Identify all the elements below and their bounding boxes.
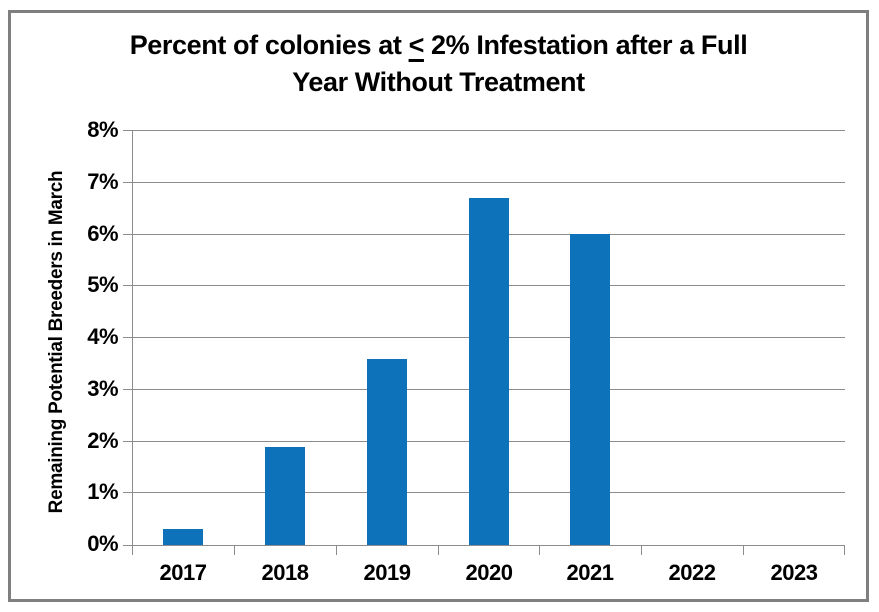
y-axis-label-3pct: 3% xyxy=(87,375,118,401)
x-axis-line xyxy=(132,545,845,546)
y-tick-7pct xyxy=(123,181,132,183)
y-axis-label-4pct: 4% xyxy=(87,324,118,349)
y-axis-label-8pct: 8% xyxy=(87,117,118,142)
chart-title-line2: Year Without Treatment xyxy=(292,67,585,97)
plot-area xyxy=(123,130,845,555)
x-tick-2 xyxy=(336,546,337,555)
chart-title-line1: Percent of colonies at < 2% Infestation … xyxy=(31,27,846,64)
x-tick-0 xyxy=(132,546,133,555)
x-tick-5 xyxy=(641,546,642,555)
x-tick-4 xyxy=(539,546,540,555)
y-axis-label-0pct: 0% xyxy=(87,531,118,556)
x-axis-label-2021: 2021 xyxy=(566,560,614,585)
y-axis-label-7pct: 7% xyxy=(87,168,118,194)
y-axis-label-1pct: 1% xyxy=(87,479,118,505)
y-tick-3pct xyxy=(123,388,132,390)
y-axis-label-6pct: 6% xyxy=(87,220,118,246)
y-tick-5pct xyxy=(123,285,132,287)
x-tick-3 xyxy=(438,546,439,555)
bar-2020[interactable] xyxy=(469,198,509,545)
y-axis-label-2pct: 2% xyxy=(87,427,118,453)
y-axis-line xyxy=(132,131,133,546)
x-axis-label-2020: 2020 xyxy=(465,560,513,585)
x-axis-label-2023: 2023 xyxy=(770,560,818,585)
y-tick-8pct xyxy=(123,130,132,131)
x-tick-6 xyxy=(743,546,744,555)
y-tick-2pct xyxy=(123,440,132,442)
x-tick-1 xyxy=(234,546,235,555)
gridline-7pct xyxy=(132,181,845,183)
x-axis-label-2017: 2017 xyxy=(159,560,207,585)
y-tick-4pct xyxy=(123,337,132,338)
y-axis-label-5pct: 5% xyxy=(87,272,118,298)
gridline-8pct xyxy=(132,130,845,131)
bar-2018[interactable] xyxy=(265,447,305,545)
y-tick-0pct xyxy=(123,545,132,546)
x-axis-label-2019: 2019 xyxy=(363,560,411,585)
x-axis-label-2018: 2018 xyxy=(261,560,309,585)
chart-title-text-post: 2% Infestation after a Full xyxy=(423,30,748,60)
less-equal-symbol: < xyxy=(408,30,425,60)
chart-object[interactable]: Percent of colonies at < 2% Infestation … xyxy=(8,10,869,602)
chart-title: Percent of colonies at < 2% Infestation … xyxy=(31,27,846,101)
x-axis-label-2022: 2022 xyxy=(668,560,716,585)
y-tick-1pct xyxy=(123,492,132,494)
bar-2021[interactable] xyxy=(570,234,610,545)
bar-2019[interactable] xyxy=(367,359,407,545)
chart-title-text-pre: Percent of colonies at xyxy=(129,30,409,60)
y-tick-6pct xyxy=(123,233,132,235)
x-tick-end xyxy=(844,546,845,555)
bar-2017[interactable] xyxy=(163,529,203,545)
